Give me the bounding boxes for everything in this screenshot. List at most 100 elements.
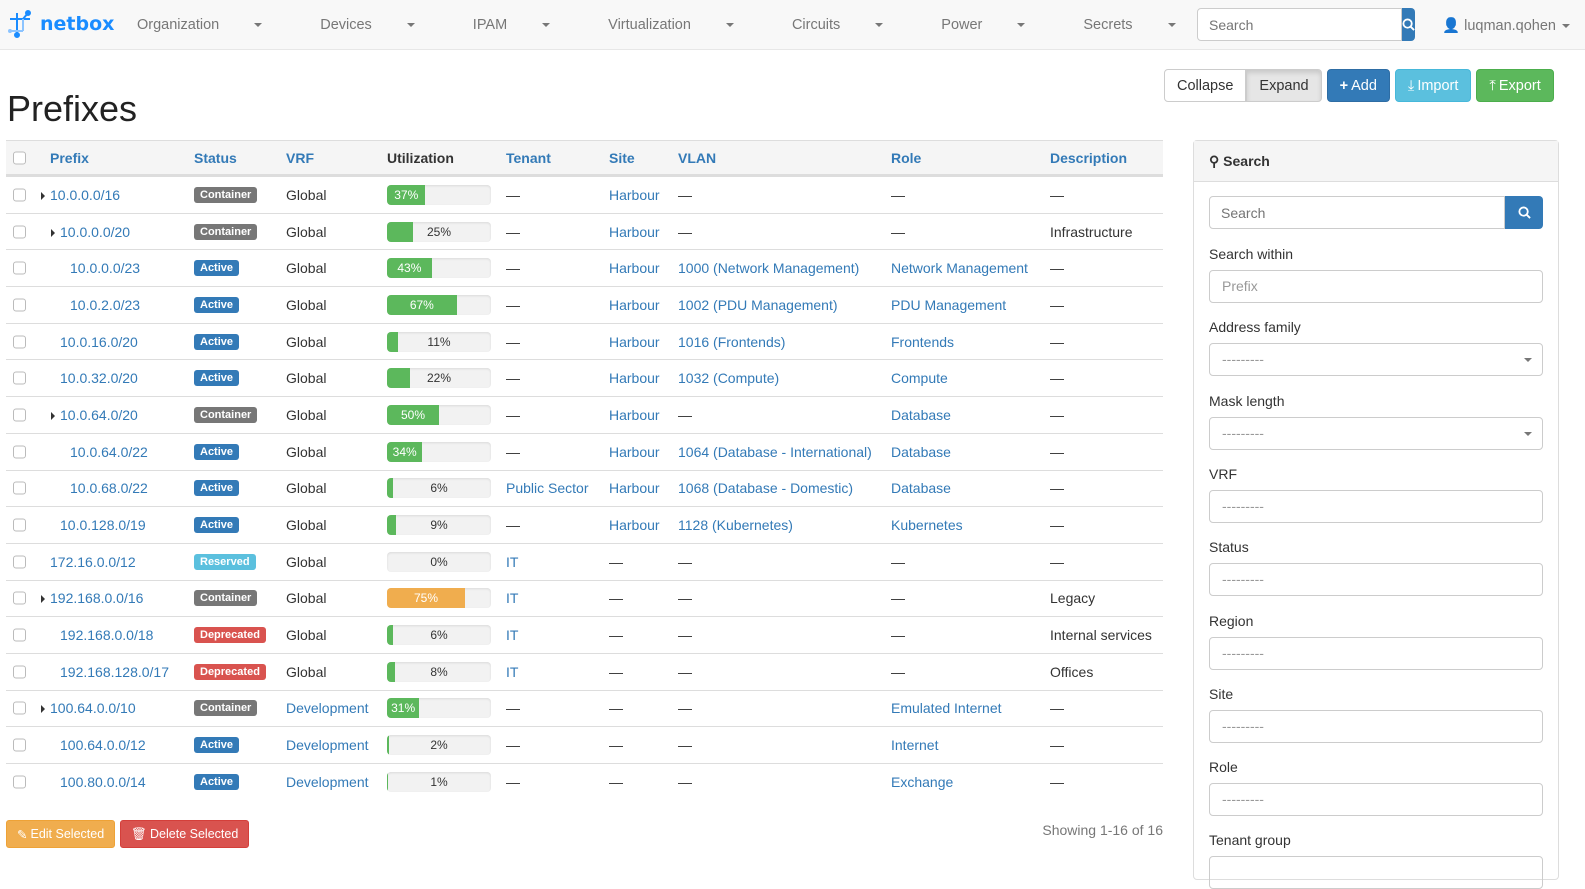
prefix-link[interactable]: 10.0.128.0/19	[60, 517, 146, 534]
row-checkbox[interactable]	[13, 445, 26, 459]
collapse-button[interactable]: Collapse	[1164, 69, 1247, 102]
site[interactable]: Harbour	[609, 260, 660, 277]
prefix-link[interactable]: 10.0.64.0/20	[60, 406, 138, 423]
row-checkbox[interactable]	[13, 628, 26, 642]
tenant[interactable]: IT	[506, 553, 519, 570]
role[interactable]: Emulated Internet	[891, 700, 1002, 717]
filter-input[interactable]: ---------	[1209, 709, 1543, 743]
row-checkbox[interactable]	[13, 408, 26, 422]
tenant[interactable]: IT	[506, 627, 519, 644]
filter-input[interactable]: ---------	[1209, 783, 1543, 817]
row-checkbox[interactable]	[13, 738, 26, 752]
header-vrf[interactable]: VRF	[286, 149, 314, 166]
role[interactable]: Frontends	[891, 333, 955, 350]
header-description[interactable]: Description	[1050, 149, 1128, 166]
header-prefix[interactable]: Prefix	[50, 149, 89, 166]
row-checkbox[interactable]	[13, 665, 26, 679]
role[interactable]: PDU Management	[891, 296, 1007, 313]
vlan[interactable]: 1064 (Database - International)	[678, 443, 872, 460]
filter-input[interactable]: Prefix	[1209, 270, 1543, 303]
row-checkbox[interactable]	[13, 225, 26, 239]
header-vlan[interactable]: VLAN	[678, 149, 717, 166]
site[interactable]: Harbour	[609, 517, 660, 534]
prefix-link[interactable]: 10.0.64.0/22	[70, 443, 148, 460]
expand-toggle-icon[interactable]	[51, 228, 55, 237]
vlan[interactable]: 1128 (Kubernetes)	[678, 517, 793, 534]
delete-selected-button[interactable]: 🗑 Delete Selected	[120, 820, 250, 848]
vrf-link[interactable]: Development	[286, 737, 369, 754]
site[interactable]: Harbour	[609, 480, 660, 497]
site[interactable]: Harbour	[609, 333, 660, 350]
sidebar-search-button[interactable]	[1505, 196, 1543, 229]
row-checkbox[interactable]	[13, 775, 26, 789]
vlan[interactable]: 1000 (Network Management)	[678, 260, 860, 277]
sidebar-search-input[interactable]	[1209, 196, 1505, 229]
edit-selected-button[interactable]: ✎ Edit Selected	[6, 820, 116, 848]
header-site[interactable]: Site	[609, 149, 635, 166]
vlan[interactable]: 1068 (Database - Domestic)	[678, 480, 854, 497]
role[interactable]: Compute	[891, 370, 948, 387]
row-checkbox[interactable]	[13, 298, 26, 312]
header-status[interactable]: Status	[194, 149, 237, 166]
site[interactable]: Harbour	[609, 443, 660, 460]
expand-toggle-icon[interactable]	[51, 411, 55, 420]
prefix-link[interactable]: 192.168.0.0/18	[60, 627, 154, 644]
header-role[interactable]: Role	[891, 149, 922, 166]
prefix-link[interactable]: 172.16.0.0/12	[50, 553, 136, 570]
prefix-link[interactable]: 192.168.128.0/17	[60, 663, 169, 680]
role[interactable]: Database	[891, 480, 951, 497]
menu-virtualization[interactable]: Virtualization	[608, 17, 763, 33]
menu-secrets[interactable]: Secrets	[1083, 17, 1204, 33]
select-all-checkbox[interactable]	[13, 151, 26, 164]
row-checkbox[interactable]	[13, 701, 26, 715]
prefix-link[interactable]: 10.0.0.0/23	[70, 260, 141, 277]
vlan[interactable]: 1002 (PDU Management)	[678, 296, 838, 313]
prefix-link[interactable]: 10.0.32.0/20	[60, 370, 138, 387]
header-tenant[interactable]: Tenant	[506, 149, 551, 166]
role[interactable]: Database	[891, 443, 951, 460]
row-checkbox[interactable]	[13, 518, 26, 532]
filter-input[interactable]: ---------	[1209, 636, 1543, 670]
user-menu[interactable]: 👤 luqman.qohen	[1442, 17, 1571, 34]
filter-input[interactable]: ---------	[1209, 416, 1543, 450]
vrf-link[interactable]: Development	[286, 773, 369, 790]
tenant[interactable]: Public Sector	[506, 480, 589, 497]
role[interactable]: Internet	[891, 737, 939, 754]
add-button[interactable]: + Add	[1326, 69, 1390, 102]
role[interactable]: Exchange	[891, 773, 954, 790]
tenant[interactable]: IT	[506, 663, 519, 680]
filter-input[interactable]: ---------	[1209, 489, 1543, 523]
filter-input[interactable]: ---------	[1209, 563, 1543, 597]
menu-power[interactable]: Power	[941, 17, 1054, 33]
site[interactable]: Harbour	[609, 370, 660, 387]
prefix-link[interactable]: 10.0.68.0/22	[70, 480, 148, 497]
menu-devices[interactable]: Devices	[320, 17, 444, 33]
site[interactable]: Harbour	[609, 296, 660, 313]
prefix-link[interactable]: 10.0.16.0/20	[60, 333, 138, 350]
vlan[interactable]: 1016 (Frontends)	[678, 333, 786, 350]
expand-toggle-icon[interactable]	[41, 595, 45, 604]
prefix-link[interactable]: 100.64.0.0/10	[50, 700, 136, 717]
filter-input[interactable]	[1209, 856, 1543, 889]
row-checkbox[interactable]	[13, 188, 26, 202]
import-button[interactable]: ⤓ Import	[1394, 69, 1472, 102]
brand-logo[interactable]: netbox	[6, 10, 114, 38]
prefix-link[interactable]: 10.0.0.0/16	[50, 186, 121, 203]
nav-search-button[interactable]	[1402, 8, 1415, 41]
prefix-link[interactable]: 192.168.0.0/16	[50, 590, 144, 607]
vrf-link[interactable]: Development	[286, 700, 369, 717]
expand-toggle-icon[interactable]	[41, 191, 45, 200]
menu-circuits[interactable]: Circuits	[792, 17, 912, 33]
row-checkbox[interactable]	[13, 371, 26, 385]
row-checkbox[interactable]	[13, 481, 26, 495]
menu-organization[interactable]: Organization	[137, 17, 291, 33]
row-checkbox[interactable]	[13, 261, 26, 275]
row-checkbox[interactable]	[13, 335, 26, 349]
expand-button[interactable]: Expand	[1246, 69, 1322, 102]
export-button[interactable]: ⤒ Export	[1476, 69, 1554, 102]
site[interactable]: Harbour	[609, 223, 660, 240]
prefix-link[interactable]: 100.64.0.0/12	[60, 737, 146, 754]
tenant[interactable]: IT	[506, 590, 519, 607]
prefix-link[interactable]: 10.0.2.0/23	[70, 296, 141, 313]
prefix-link[interactable]: 100.80.0.0/14	[60, 773, 146, 790]
